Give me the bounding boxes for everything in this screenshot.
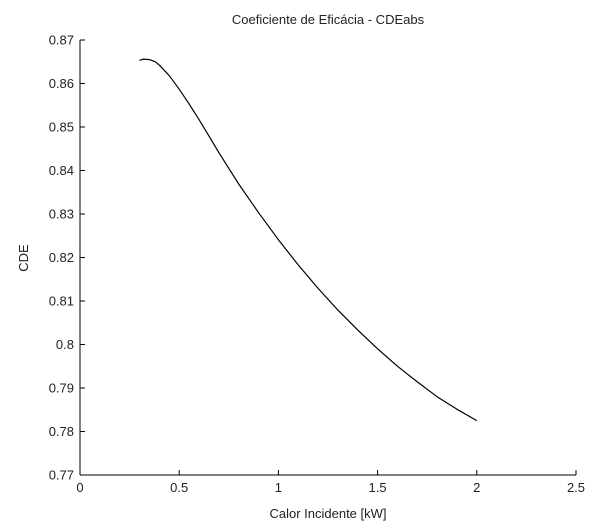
y-tick-label: 0.84 [49, 163, 74, 178]
y-tick-label: 0.8 [56, 337, 74, 352]
y-axis-ticks: 0.77 0.78 0.79 0.8 0.81 0.82 0.83 0.84 0.85 0.86 0… [49, 33, 85, 483]
x-tick-label: 2 [473, 480, 480, 495]
x-tick-label: 2.5 [567, 480, 585, 495]
x-axis-ticks: 0 0.5 1 1.5 2 2.5 [76, 470, 585, 495]
series-group [139, 58, 478, 422]
series-line-0 [139, 58, 478, 422]
x-tick-label: 1 [275, 480, 282, 495]
y-tick-label: 0.86 [49, 76, 74, 91]
y-tick-label: 0.83 [49, 207, 74, 222]
x-tick-label: 1.5 [369, 480, 387, 495]
y-tick-label: 0.77 [49, 468, 74, 483]
y-tick-label: 0.79 [49, 381, 74, 396]
x-tick-label: 0 [76, 480, 83, 495]
plot-area: 0 0.5 1 1.5 2 2.5 0.77 0.78 0.79 0.8 0.81 0.82 0.83… [49, 33, 585, 496]
y-tick-label: 0.85 [49, 120, 74, 135]
y-tick-label: 0.78 [49, 424, 74, 439]
x-tick-label: 0.5 [170, 480, 188, 495]
y-tick-label: 0.87 [49, 33, 74, 48]
y-tick-label: 0.81 [49, 294, 74, 309]
x-axis-label: Calor Incidente [kW] [269, 506, 386, 521]
y-tick-label: 0.82 [49, 250, 74, 265]
y-axis-label: CDE [16, 244, 31, 272]
chart-title: Coeficiente de Eficácia - CDEabs [232, 12, 425, 27]
